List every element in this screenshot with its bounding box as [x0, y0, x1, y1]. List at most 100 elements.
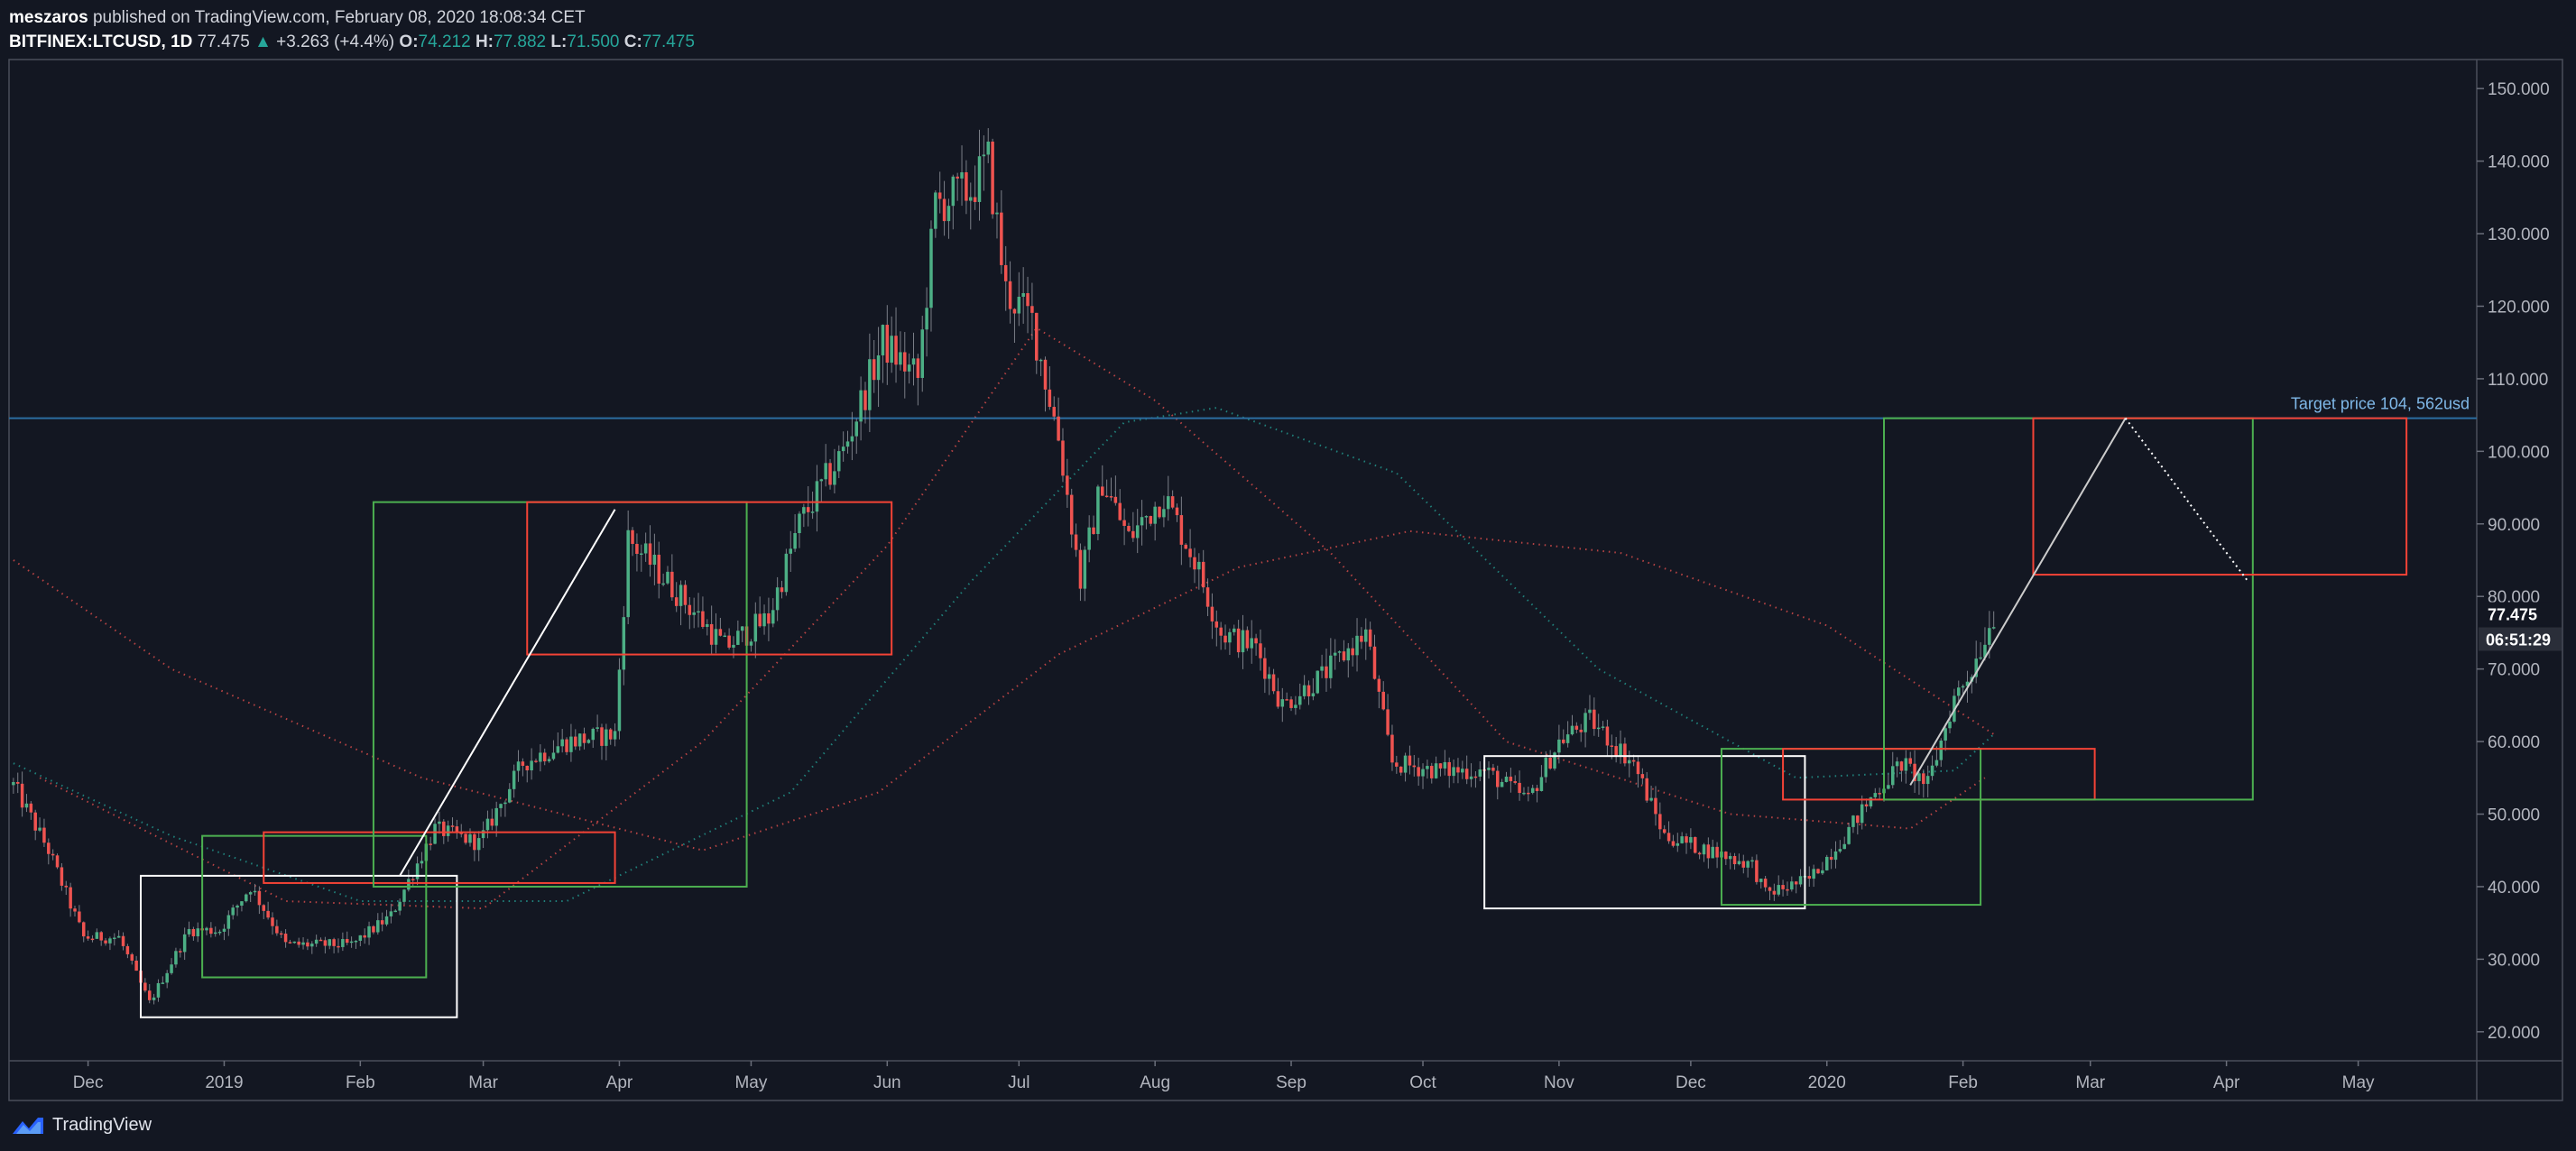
candle-down	[455, 826, 459, 833]
candle-up	[1583, 713, 1587, 732]
range-box[interactable]	[139, 874, 458, 1018]
candle-down	[473, 833, 476, 851]
candle-up	[1320, 666, 1324, 671]
countdown-value: 06:51:29	[2486, 631, 2551, 649]
symbol-line: BITFINEX:LTCUSD, 1D 77.475 ▲ +3.263 (+4.…	[9, 30, 695, 54]
candle-down	[1408, 755, 1412, 766]
candle-up	[292, 941, 297, 944]
candle-up	[1087, 527, 1091, 550]
candle-up	[314, 939, 319, 944]
range-box[interactable]	[201, 834, 428, 979]
trend-line[interactable]	[1909, 418, 2127, 786]
candle-up	[481, 830, 485, 839]
candle-down	[1170, 496, 1175, 508]
candle-down	[1816, 869, 1820, 874]
candle-up	[1991, 627, 1996, 629]
x-tick-label: May	[734, 1073, 767, 1092]
candle-up	[613, 731, 617, 740]
candle-down	[1605, 726, 1610, 746]
tradingview-logo[interactable]: TradingView	[11, 1115, 152, 1136]
candle-down	[1829, 856, 1833, 861]
x-tick-label: Jun	[873, 1073, 901, 1092]
range-box[interactable]	[1883, 417, 2254, 801]
trend-line[interactable]	[2124, 418, 2249, 583]
range-box[interactable]	[526, 501, 893, 656]
candle-up	[551, 752, 556, 760]
candle-up	[1083, 549, 1087, 589]
candle-down	[1188, 548, 1192, 557]
y-tick-label: 120.000	[2488, 298, 2550, 317]
candle-up	[661, 583, 665, 585]
candle-up	[1649, 797, 1653, 801]
candle-down	[674, 597, 679, 606]
candle-up	[1746, 861, 1750, 868]
candle-down	[1101, 486, 1104, 496]
candle-down	[1061, 440, 1065, 476]
candle-up	[165, 972, 169, 983]
candle-up	[1337, 651, 1342, 653]
range-box[interactable]	[2032, 417, 2408, 576]
trend-line[interactable]	[399, 509, 616, 877]
x-tick-label: May	[2342, 1073, 2375, 1092]
range-box[interactable]	[1782, 748, 2096, 801]
candle-down	[1003, 264, 1008, 281]
author-name[interactable]: meszaros	[9, 8, 88, 27]
candle-up	[591, 728, 596, 741]
candle-up	[1233, 628, 1236, 632]
candle-up	[1842, 843, 1846, 850]
candle-up	[402, 889, 406, 902]
candle-up	[398, 901, 402, 911]
candle-up	[876, 355, 881, 381]
candle-down	[1360, 635, 1363, 642]
candle-up	[1728, 856, 1732, 860]
symbol-name[interactable]: BITFINEX:LTCUSD, 1D	[9, 32, 193, 51]
candle-down	[143, 982, 147, 991]
candle-up	[1917, 773, 1921, 781]
candle-up	[196, 928, 200, 936]
x-tick-label: Nov	[1544, 1073, 1574, 1092]
candle-up	[161, 982, 165, 984]
candle-up	[1847, 826, 1851, 844]
candle-down	[718, 629, 723, 636]
range-box[interactable]	[263, 831, 616, 884]
candle-up	[1570, 725, 1574, 735]
candle-up	[1939, 741, 1944, 760]
candle-up	[1197, 561, 1201, 570]
candle-up	[1925, 776, 1930, 785]
candle-down	[670, 571, 674, 598]
candle-up	[231, 907, 235, 916]
candle-down	[1662, 829, 1667, 833]
candle-down	[1069, 494, 1074, 535]
candle-up	[753, 613, 758, 642]
candle-up	[692, 612, 696, 615]
candle-up	[841, 447, 845, 452]
candle-up	[617, 669, 622, 732]
range-box[interactable]	[372, 501, 748, 888]
candle-down	[1878, 793, 1881, 795]
x-tick-label: Aug	[1140, 1073, 1170, 1092]
y-tick-label: 130.000	[2488, 226, 2550, 244]
candle-down	[1179, 515, 1184, 545]
candle-down	[345, 938, 349, 944]
candle-down	[1399, 766, 1403, 773]
y-tick-label: 50.000	[2488, 806, 2540, 825]
candle-up	[108, 938, 112, 944]
candle-down	[1048, 389, 1052, 408]
candle-up	[367, 925, 371, 938]
candle-up	[1790, 881, 1794, 890]
candle-up	[1798, 876, 1803, 885]
candle-down	[885, 325, 890, 364]
candle-down	[1856, 815, 1860, 824]
candle-down	[1074, 534, 1078, 550]
candle-up	[824, 463, 827, 480]
candle-up	[605, 729, 608, 746]
candle-up	[732, 644, 735, 648]
range-box[interactable]	[1483, 755, 1806, 910]
candle-up	[530, 760, 533, 771]
candle-up	[920, 329, 924, 378]
candle-up	[512, 770, 516, 789]
candle-down	[1706, 844, 1711, 859]
x-tick-label: Apr	[606, 1073, 633, 1092]
candle-down	[1012, 308, 1017, 314]
